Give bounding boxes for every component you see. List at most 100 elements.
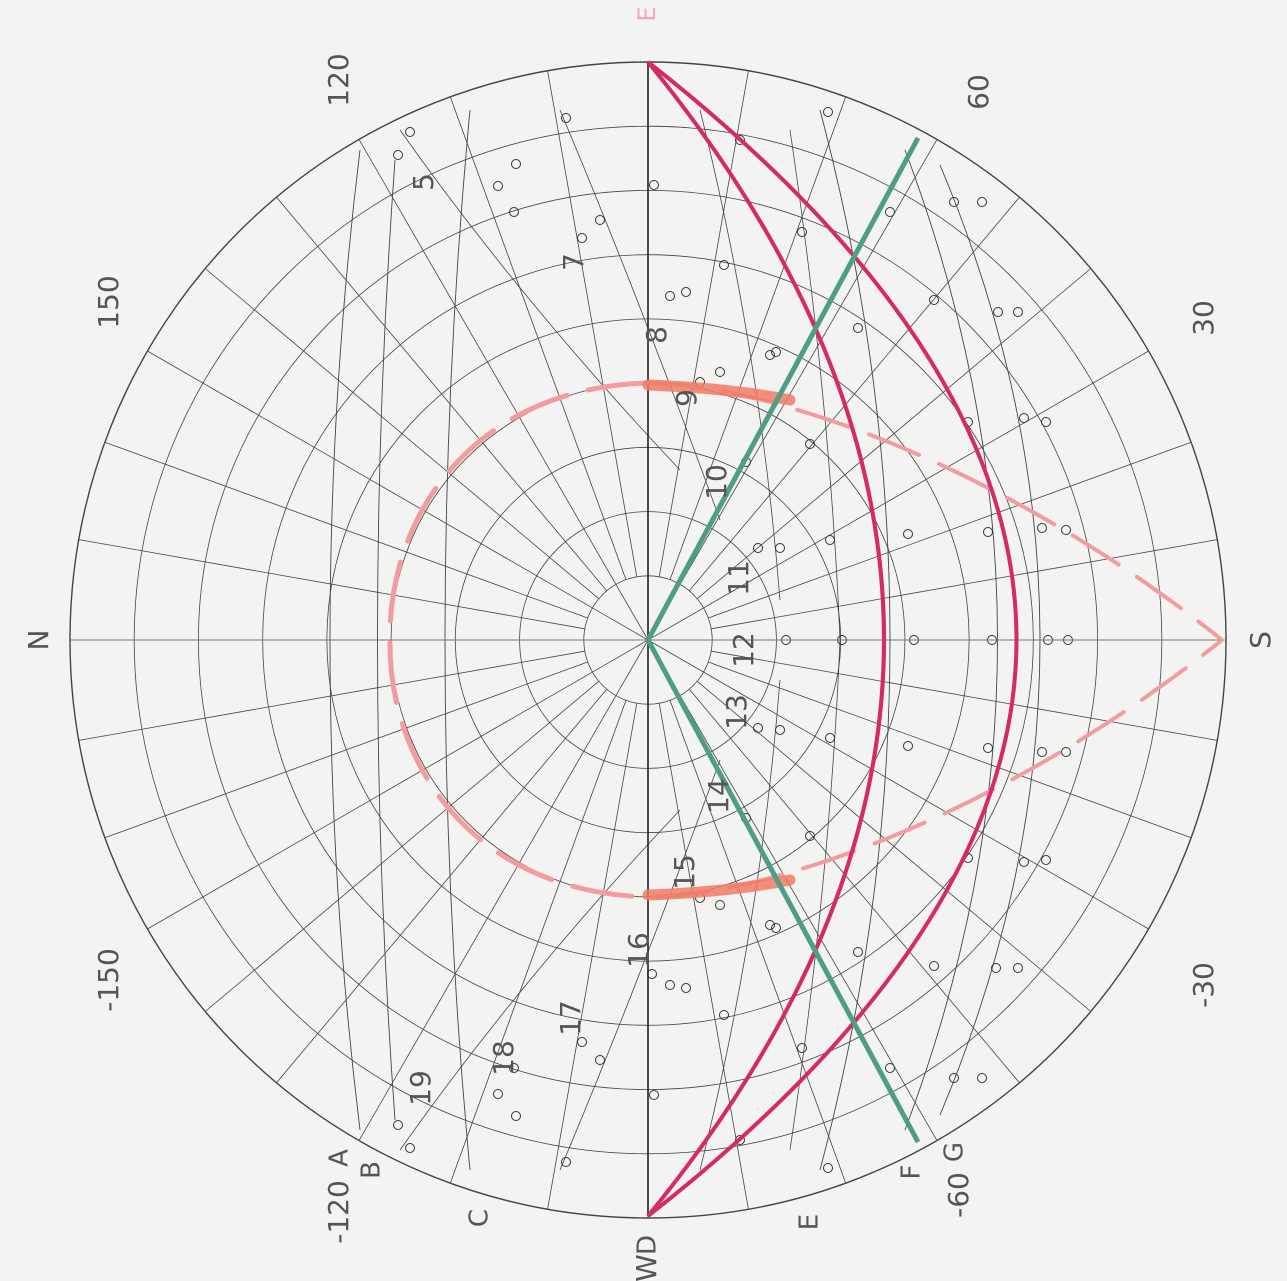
hour-label-5: 5 <box>407 173 440 191</box>
azimuth-spoke <box>78 650 585 741</box>
circle-marker-icon <box>509 207 519 217</box>
obstruction-loop-outline <box>387 380 651 900</box>
circle-marker-icon <box>715 367 725 377</box>
azimuth-label-neg30: -30 <box>1187 962 1220 1008</box>
circle-marker-icon <box>393 150 403 160</box>
circle-marker-icon <box>949 1073 959 1083</box>
hour-label-12: 12 <box>727 632 760 668</box>
hour-label-14: 14 <box>702 778 735 814</box>
azimuth-label-neg120: -120 <box>322 1180 355 1244</box>
curve-letter-a: A <box>325 1149 355 1167</box>
circle-marker-icon <box>1019 413 1029 423</box>
azimuth-spoke <box>204 268 600 600</box>
azimuth-spoke <box>647 350 1149 641</box>
circle-marker-icon <box>681 983 691 993</box>
circle-marker-icon <box>649 1090 659 1100</box>
circle-marker-icon <box>647 969 657 979</box>
circle-marker-icon <box>853 947 863 957</box>
hour-line <box>789 129 841 641</box>
circle-marker-icon <box>595 215 605 225</box>
hour-label-13: 13 <box>720 694 753 730</box>
circle-marker-icon <box>797 227 807 237</box>
outer-sun-path-curve <box>646 60 1019 1218</box>
azimuth-spoke <box>147 350 649 641</box>
curve-letter-e: E <box>795 1214 825 1230</box>
circle-marker-icon <box>823 1163 833 1173</box>
hour-line <box>789 639 841 1151</box>
circle-marker-icon <box>393 1120 403 1130</box>
azimuth-spoke <box>449 700 627 1184</box>
curve-letter-b: B <box>357 1161 387 1179</box>
circle-marker-icon <box>665 980 675 990</box>
azimuth-spoke <box>696 680 1092 1012</box>
hour-line <box>559 109 721 521</box>
circle-marker-icon <box>1037 523 1047 533</box>
hour-label-8: 8 <box>640 326 673 344</box>
azimuth-spoke <box>708 661 1192 839</box>
azimuth-spoke <box>669 700 847 1184</box>
declination-arcs <box>329 62 1041 1216</box>
circle-marker-icon <box>719 260 729 270</box>
azimuth-spoke <box>658 703 749 1210</box>
circle-marker-icon <box>805 439 815 449</box>
azimuth-spoke <box>78 539 585 630</box>
circle-marker-icon <box>493 1089 503 1099</box>
circle-marker-icon <box>765 920 775 930</box>
circle-marker-icon <box>561 113 571 123</box>
circle-marker-icon <box>577 1037 587 1047</box>
azimuth-label-60: 60 <box>962 74 995 110</box>
circle-marker-icon <box>983 743 993 753</box>
azimuth-spoke <box>276 196 608 592</box>
circle-marker-icon <box>991 963 1001 973</box>
hour-label-16: 16 <box>622 932 655 968</box>
summer-sun-path-curve <box>646 60 886 1218</box>
azimuth-spoke <box>711 650 1218 741</box>
circle-marker-icon <box>1013 307 1023 317</box>
compass-label-south: S <box>1244 631 1277 649</box>
circle-marker-icon <box>825 535 835 545</box>
hour-label-11: 11 <box>722 560 755 596</box>
azimuth-label-120: 120 <box>322 53 355 106</box>
azimuth-spoke <box>688 196 1020 592</box>
circle-marker-icon <box>405 127 415 137</box>
circle-marker-icon <box>765 350 775 360</box>
circle-marker-icon <box>977 1073 987 1083</box>
obstruction-wedge-outline <box>646 381 1226 899</box>
circle-marker-icon <box>903 529 913 539</box>
circle-marker-icon <box>405 1143 415 1153</box>
azimuth-spoke <box>204 680 600 1012</box>
circle-marker-icon <box>577 233 587 243</box>
circle-marker-icon <box>885 1063 895 1073</box>
circle-marker-icon <box>511 159 521 169</box>
hour-line <box>699 109 781 601</box>
circle-marker-icon <box>1041 855 1051 865</box>
circle-marker-icon <box>493 181 503 191</box>
circle-marker-icon <box>511 1111 521 1121</box>
circle-marker-icon <box>665 291 675 301</box>
azimuth-spoke <box>688 688 1020 1084</box>
teal-bearing-line-east <box>645 136 921 642</box>
hour-line <box>399 129 681 471</box>
azimuth-label-30: 30 <box>1187 300 1220 336</box>
azimuth-spoke <box>647 639 938 1141</box>
circle-marker-icon <box>949 197 959 207</box>
circle-marker-icon <box>753 543 763 553</box>
circle-marker-icon <box>977 197 987 207</box>
azimuth-spoke <box>104 441 588 619</box>
hour-line <box>699 679 781 1171</box>
circle-marker-icon <box>929 961 939 971</box>
circle-marker-icon <box>1019 857 1029 867</box>
circle-marker-icon <box>775 725 785 735</box>
azimuth-spoke <box>696 268 1092 600</box>
hour-line <box>399 809 681 1151</box>
circle-marker-icon <box>715 900 725 910</box>
hour-label-18: 18 <box>487 1040 520 1076</box>
curve-letter-g: G <box>940 1142 970 1162</box>
azimuth-spoke <box>711 539 1218 630</box>
circle-marker-icon <box>903 741 913 751</box>
circle-marker-icon <box>929 295 939 305</box>
circle-marker-icon <box>1041 417 1051 427</box>
circle-marker-icon <box>561 1157 571 1167</box>
